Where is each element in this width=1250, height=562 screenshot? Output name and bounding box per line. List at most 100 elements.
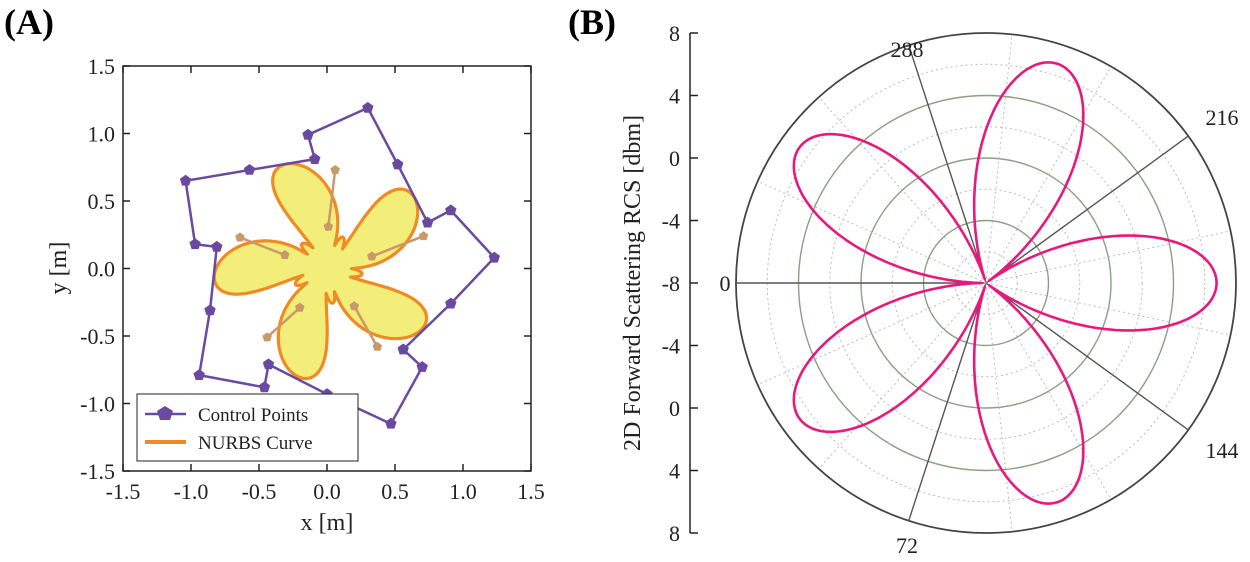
- panel-b-chart: 8 4 0 -4 -8 -4 0 4 8 2D Forward Scattering RCS […: [620, 21, 1239, 558]
- radial-tick-label: 4: [669, 459, 680, 484]
- inner-strut: [371, 234, 425, 258]
- control-point: [262, 358, 275, 370]
- inner-strut: [266, 306, 301, 339]
- legend-box: [136, 393, 359, 462]
- x-tick-label: 1.5: [517, 479, 545, 504]
- radial-axis: 8 4 0 -4 -8 -4 0 4 8: [662, 21, 698, 546]
- panel-b-label: (B): [568, 2, 616, 42]
- inner-control-point: [372, 341, 383, 351]
- panel-a-label: (A): [4, 2, 54, 42]
- angle-label-72: 72: [896, 533, 918, 558]
- control-point: [189, 238, 201, 250]
- y-tick-label: 0.5: [88, 189, 116, 214]
- x-tick-label: -1.5: [106, 479, 141, 504]
- polar-spoke-minor: [985, 230, 1231, 284]
- polar-spoke-minor: [985, 66, 1112, 284]
- shape-fill: [214, 163, 427, 379]
- inner-control-point: [323, 221, 334, 231]
- x-tick-label: 0.5: [381, 479, 409, 504]
- control-point: [397, 343, 409, 355]
- polar-spokes: [736, 34, 1231, 532]
- panel-a-ticks: -1.5 -1.0 -0.5 0.0 0.5 1.0 1.5 -1.5 -1.0 -0.5 0.0 0…: [80, 54, 545, 504]
- inner-control-point: [349, 301, 359, 311]
- polar-spoke: [985, 282, 1189, 431]
- rcs-axis-label: 2D Forward Scattering RCS [dbm]: [620, 115, 646, 451]
- rcs-curve: [792, 61, 1218, 505]
- polar-spoke-minor: [985, 282, 1231, 336]
- polar-spoke-minor: [985, 282, 1112, 500]
- legend-curve-text: NURBS Curve: [198, 433, 313, 454]
- control-point: [309, 153, 321, 164]
- legend-control-marker: [157, 406, 173, 420]
- angle-label-144: 144: [1206, 438, 1239, 463]
- radial-tick-label: 8: [669, 521, 680, 546]
- control-point: [421, 216, 434, 228]
- radial-tick-label: 0: [669, 146, 680, 171]
- y-axis-label: y [m]: [46, 242, 72, 295]
- control-point: [362, 101, 374, 113]
- y-tick-label: -0.5: [80, 324, 115, 349]
- x-tick-label: -1.0: [174, 479, 209, 504]
- inner-control-point: [330, 165, 340, 174]
- control-point: [392, 158, 404, 170]
- inner-strut: [239, 236, 286, 257]
- control-point: [211, 240, 223, 252]
- y-tick-label: -1.0: [80, 392, 115, 417]
- y-tick-label: 1.5: [88, 54, 116, 79]
- polar-ring-minor: [954, 251, 1018, 315]
- inner-control-point: [367, 251, 377, 261]
- inner-control-point: [262, 332, 272, 342]
- control-point: [204, 304, 216, 316]
- shape-fill-layer: [212, 162, 429, 381]
- control-point: [445, 204, 457, 216]
- inner-control-point: [418, 231, 429, 241]
- polar-spoke: [908, 282, 987, 522]
- inner-control-point: [235, 232, 245, 242]
- control-polygon-layer: [179, 101, 500, 429]
- angle-label-0: 0: [720, 271, 731, 296]
- radial-tick-label: 4: [669, 84, 680, 109]
- polar-spoke: [985, 135, 1189, 284]
- polar-spoke-minor: [985, 34, 1013, 284]
- inner-control-point: [295, 302, 305, 312]
- control-point: [193, 369, 205, 380]
- x-tick-label: -0.5: [242, 479, 277, 504]
- control-point: [445, 297, 457, 309]
- radial-tick-label: 8: [669, 21, 680, 46]
- control-point: [416, 361, 428, 372]
- nurbs-curve: [212, 162, 429, 381]
- radial-tick-label: -4: [662, 209, 680, 234]
- control-point: [488, 251, 500, 263]
- polar-spoke-minor: [818, 96, 987, 284]
- control-point: [243, 164, 256, 175]
- control-point: [179, 174, 192, 186]
- inner-control-point: [280, 250, 290, 259]
- panel-a-chart: -1.5 -1.0 -0.5 0.0 0.5 1.0 1.5 -1.5 -1.0 -0.5 0.0 0…: [46, 54, 545, 536]
- control-point: [258, 381, 271, 393]
- polar-spoke-minor: [757, 282, 987, 386]
- y-tick-label: -1.5: [80, 459, 115, 484]
- radial-tick-label: -8: [662, 271, 680, 296]
- control-point: [302, 128, 314, 140]
- radial-tick-label: -4: [662, 334, 680, 359]
- rcs-curve-layer: [792, 61, 1218, 505]
- inner-strut: [327, 169, 337, 227]
- inner-strut: [353, 305, 379, 348]
- polar-spoke-minor: [985, 282, 1013, 532]
- y-tick-label: 1.0: [88, 122, 116, 147]
- x-axis-label: x [m]: [301, 510, 354, 536]
- legend: Control Points NURBS Curve: [136, 393, 359, 462]
- x-tick-label: 0.0: [313, 479, 341, 504]
- polar-spoke-minor: [757, 180, 987, 284]
- polar-ring-minor: [891, 188, 1081, 378]
- radial-tick-label: 0: [669, 396, 680, 421]
- y-tick-label: 0.0: [88, 257, 116, 282]
- polar-spoke-minor: [818, 282, 987, 470]
- x-tick-label: 1.0: [449, 479, 477, 504]
- angle-label-216: 216: [1206, 105, 1239, 130]
- polar-spoke: [908, 44, 987, 284]
- angle-label-288: 288: [891, 37, 924, 62]
- legend-control-text: Control Points: [198, 405, 308, 426]
- control-point: [385, 417, 397, 429]
